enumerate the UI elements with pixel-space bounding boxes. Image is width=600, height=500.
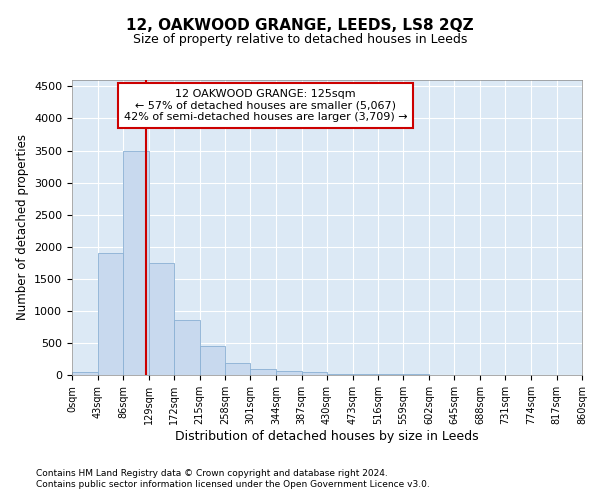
Text: 12, OAKWOOD GRANGE, LEEDS, LS8 2QZ: 12, OAKWOOD GRANGE, LEEDS, LS8 2QZ (126, 18, 474, 32)
Bar (123, 150, 149, 375)
Bar (302, 372, 327, 375)
Text: Contains public sector information licensed under the Open Government Licence v3: Contains public sector information licen… (36, 480, 430, 489)
Bar (225, 363, 251, 375)
Bar (72, 372, 97, 375)
Text: Contains HM Land Registry data © Crown copyright and database right 2024.: Contains HM Land Registry data © Crown c… (36, 468, 388, 477)
X-axis label: Distribution of detached houses by size in Leeds: Distribution of detached houses by size … (175, 430, 479, 442)
Bar (199, 346, 225, 375)
Bar (97, 253, 123, 375)
Bar (378, 374, 403, 375)
Bar (174, 320, 199, 375)
Text: Size of property relative to detached houses in Leeds: Size of property relative to detached ho… (133, 32, 467, 46)
Bar (251, 368, 276, 375)
Bar (327, 374, 353, 375)
Bar (353, 374, 378, 375)
Bar (149, 263, 174, 375)
Y-axis label: Number of detached properties: Number of detached properties (16, 134, 29, 320)
Bar (276, 371, 302, 375)
Bar (403, 374, 429, 375)
Text: 12 OAKWOOD GRANGE: 125sqm
← 57% of detached houses are smaller (5,067)
42% of se: 12 OAKWOOD GRANGE: 125sqm ← 57% of detac… (124, 89, 407, 122)
